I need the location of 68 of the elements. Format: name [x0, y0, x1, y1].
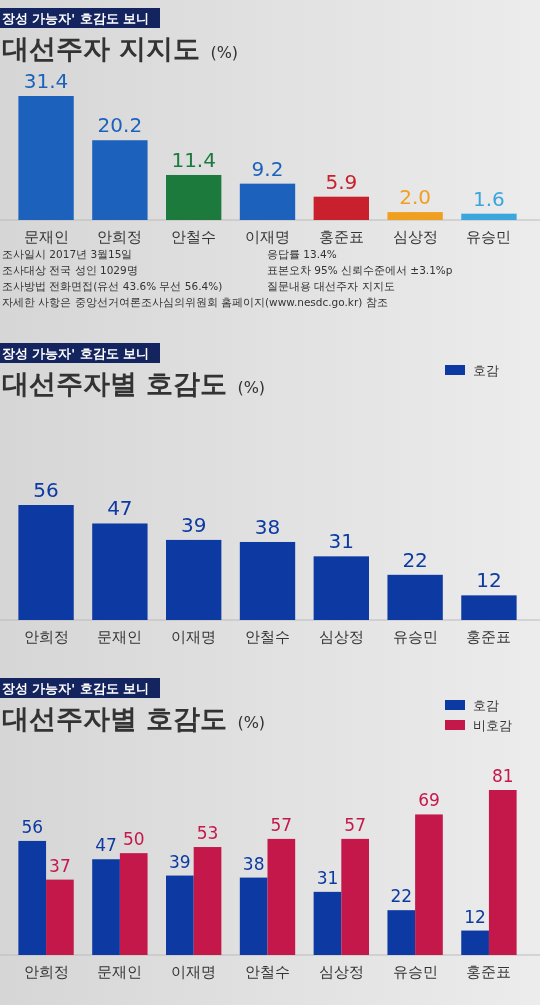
data-label: 31 — [328, 529, 355, 554]
legend-label: 호감 — [473, 698, 499, 713]
x-tick-label: 안희정 — [23, 963, 69, 981]
data-label: 5.9 — [325, 169, 358, 194]
legend-label: 호감 — [473, 363, 499, 378]
x-tick-label: 유승민 — [392, 963, 438, 981]
x-tick-label: 유승민 — [466, 228, 512, 246]
data-label: 56 — [33, 478, 59, 502]
x-tick-label: 안철수 — [245, 963, 290, 981]
x-tick-label: 안철수 — [171, 228, 217, 246]
data-label: 31.4 — [23, 69, 69, 93]
data-label: 9.2 — [251, 156, 284, 181]
data-label: 1.6 — [473, 186, 505, 211]
data-label: 31 — [316, 867, 339, 888]
data-label: 2.0 — [399, 185, 432, 210]
x-tick-label: 심상정 — [318, 628, 364, 646]
legend-label: 비호감 — [473, 718, 512, 733]
x-tick-label: 이재명 — [171, 628, 217, 646]
data-label: 38 — [242, 853, 265, 874]
data-label: 47 — [95, 835, 117, 856]
data-label: 53 — [196, 823, 219, 844]
x-tick-label: 심상정 — [392, 228, 438, 246]
text: 조사대상 전국 성인 1029명 — [2, 264, 138, 276]
x-tick-label: 안희정 — [97, 228, 143, 246]
data-label: 50 — [122, 829, 145, 850]
chart-subtitle: 장성 가능자' 호감도 보니 — [2, 346, 149, 361]
data-label: 22 — [402, 547, 428, 572]
chart-title: 대선주자별 호감도 — [2, 703, 228, 734]
data-label: 81 — [491, 766, 514, 786]
data-label: 39 — [169, 851, 191, 872]
x-tick-label: 문재인 — [97, 628, 143, 646]
x-tick-label: 안희정 — [23, 628, 69, 646]
data-label: 57 — [270, 814, 293, 835]
text: 질문내용 대선주자 지지도 — [267, 280, 395, 292]
y-axis-title: (%) — [237, 713, 266, 732]
chart-subtitle: 장성 가능자' 호감도 보니 — [2, 681, 149, 696]
y-axis-title: (%) — [210, 43, 239, 62]
x-tick-label: 이재명 — [171, 963, 217, 981]
data-label: 38 — [254, 514, 281, 539]
data-label: 11.4 — [171, 147, 216, 172]
data-label: 57 — [344, 814, 366, 835]
x-tick-label: 홍준표 — [466, 963, 512, 981]
x-tick-label: 문재인 — [97, 963, 143, 981]
data-label: 39 — [180, 512, 207, 537]
data-label: 69 — [418, 790, 440, 811]
chart-title: 대선주자별 호감도 — [2, 368, 228, 399]
data-label: 12 — [476, 568, 502, 593]
x-tick-label: 홍준표 — [466, 628, 512, 646]
text: 응답률 13.4% — [267, 248, 337, 260]
data-label: 47 — [107, 496, 133, 521]
text: 조사일시 2017년 3월15일 — [2, 248, 133, 260]
data-label: 20.2 — [97, 113, 143, 138]
chart-subtitle: 장성 가능자' 호감도 보니 — [2, 11, 149, 26]
x-tick-label: 안철수 — [245, 628, 290, 646]
data-label: 56 — [21, 816, 44, 837]
data-label: 22 — [390, 886, 413, 907]
y-axis-title: (%) — [237, 378, 266, 397]
x-tick-label: 홍준표 — [318, 228, 364, 246]
x-tick-label: 유승민 — [392, 628, 438, 646]
text: 조사방법 전화면접(유선 43.6% 무선 56.4%) — [2, 280, 223, 292]
data-label: 12 — [464, 906, 486, 927]
chart-title: 대선주자 지지도 — [2, 33, 201, 64]
text: 자세한 사항은 중앙선거여론조사심의위원회 홈페이지(www.nesdc.go.kr) 참조 — [2, 296, 388, 308]
x-tick-label: 이재명 — [245, 228, 290, 246]
x-tick-label: 심상정 — [318, 963, 364, 981]
x-tick-label: 문재인 — [23, 228, 69, 246]
data-label: 37 — [49, 855, 71, 876]
text: 표본오차 95% 신뢰수준에서 ±3.1%p — [267, 264, 453, 276]
